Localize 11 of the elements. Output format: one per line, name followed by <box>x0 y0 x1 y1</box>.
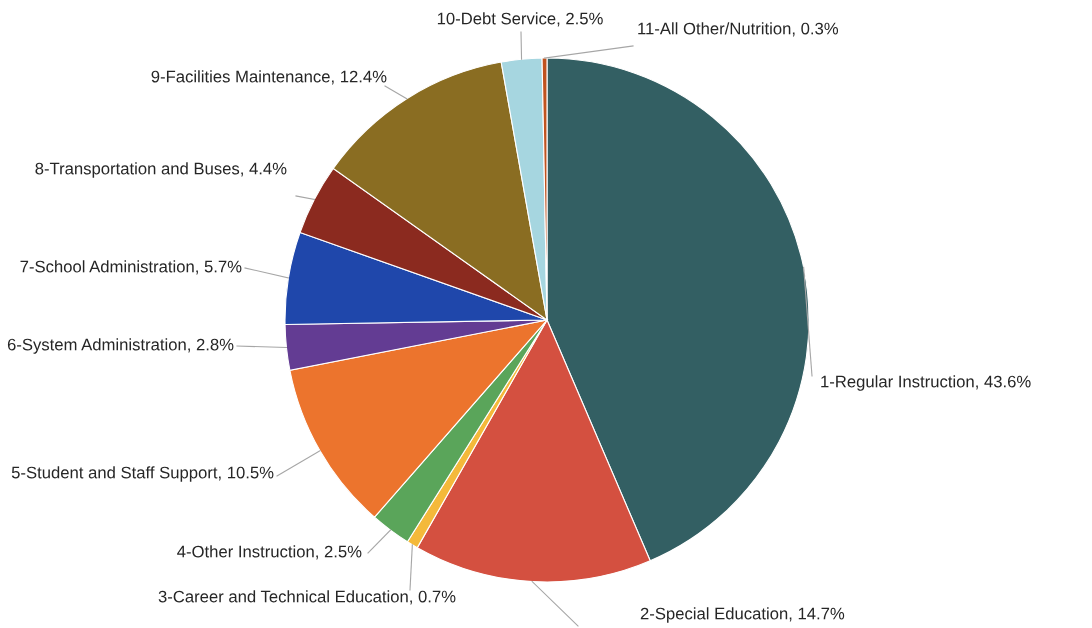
slice-label: 7-School Administration, 5.7% <box>20 260 242 275</box>
slice-label: 10-Debt Service, 2.5% <box>437 12 603 27</box>
slice-label: 2-Special Education, 14.7% <box>640 607 845 623</box>
slice-label: 8-Transportation and Buses, 4.4% <box>35 162 287 178</box>
slice-label: 4-Other Instruction, 2.5% <box>177 545 362 560</box>
slice-label: 9-Facilities Maintenance, 12.4% <box>151 70 387 85</box>
slice-label: 3-Career and Technical Education, 0.7% <box>158 590 456 605</box>
slice-label: 6-System Administration, 2.8% <box>7 338 234 354</box>
slice-label: 1-Regular Instruction, 43.6% <box>821 375 1031 391</box>
slice-label: 5-Student and Staff Support, 10.5% <box>11 466 274 482</box>
slice-label: 11-All Other/Nutrition, 0.3% <box>638 22 839 37</box>
